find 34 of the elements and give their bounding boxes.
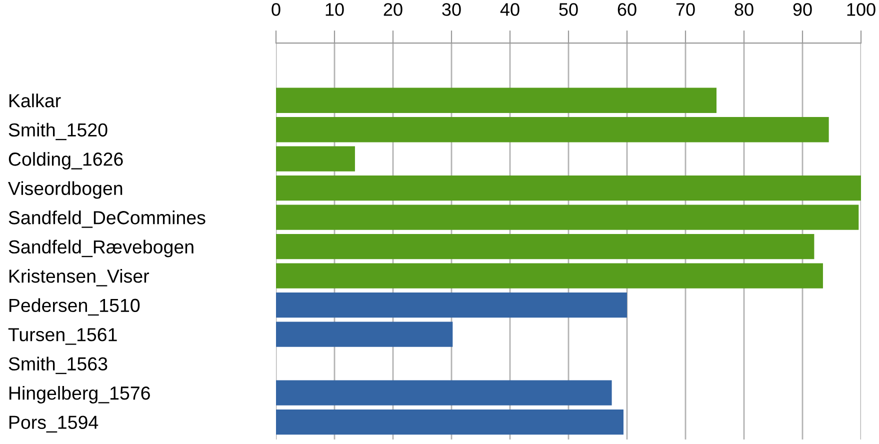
y-tick-label: Smith_1520: [8, 122, 108, 140]
y-tick-label: Hingelberg_1576: [9, 386, 150, 404]
x-tick-label: 40: [500, 3, 520, 16]
bar: [276, 322, 453, 347]
x-tick-label: 50: [559, 3, 578, 16]
y-tick-label: Smith_1563: [8, 356, 108, 374]
bar: [276, 234, 814, 260]
y-tick-label: Pors_1594: [9, 416, 98, 433]
x-tick-label: 80: [734, 3, 754, 16]
x-tick-label: 30: [442, 3, 461, 16]
bar: [276, 204, 859, 230]
x-tick-label: 20: [384, 3, 402, 16]
bar: [276, 146, 355, 172]
x-tick-label: 0: [272, 3, 280, 16]
x-tick-label: 70: [676, 3, 695, 16]
y-tick-label: Sandfeld_Rævebogen: [8, 240, 194, 258]
bar: [276, 292, 627, 318]
y-tick-label: Viseordbogen: [8, 181, 122, 199]
y-tick-label: Sandfeld_DeCommines: [8, 210, 206, 228]
bar: [276, 88, 717, 113]
x-tick-label: 10: [326, 3, 344, 16]
x-tick-label: 100: [847, 3, 876, 16]
bar: [276, 409, 624, 435]
bar: [276, 117, 829, 142]
x-tick-label: 60: [618, 3, 636, 16]
y-tick-label: Colding_1626: [8, 152, 123, 170]
y-tick-label: Kalkar: [9, 94, 61, 108]
bar: [276, 263, 823, 288]
y-tick-label: Kristensen_Viser: [9, 269, 150, 286]
y-tick-label: Tursen_1561: [8, 328, 117, 345]
bar: [276, 176, 861, 201]
y-tick-label: Pedersen_1510: [9, 298, 140, 316]
x-tick-label: 90: [793, 3, 812, 16]
bar: [276, 380, 612, 406]
